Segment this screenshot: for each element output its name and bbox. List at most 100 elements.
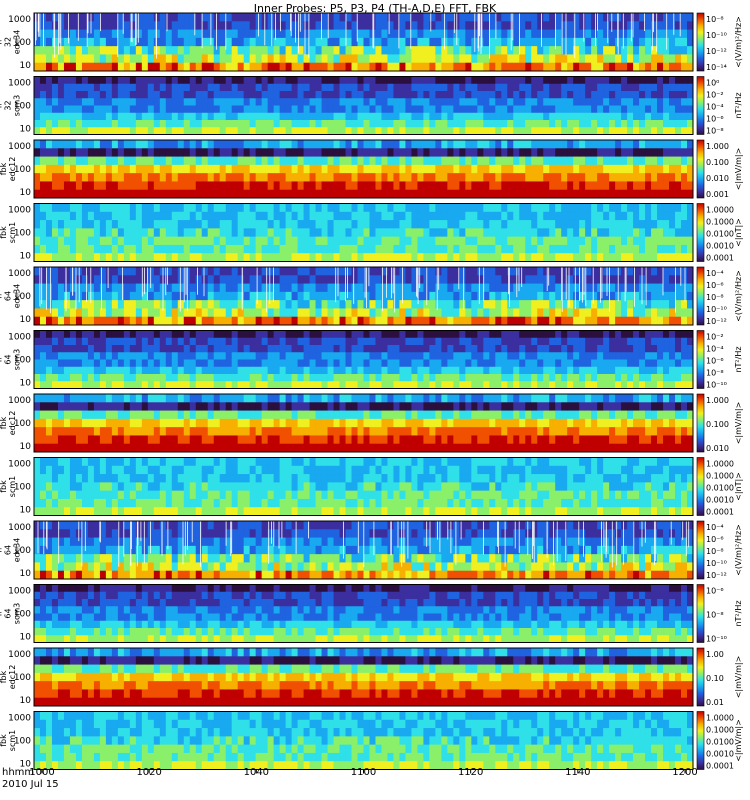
spectrogram-cell xyxy=(645,21,652,30)
spectrogram-cell xyxy=(549,83,556,92)
spectrogram-cell xyxy=(279,316,287,326)
spectrogram-cell xyxy=(309,352,316,360)
spectrogram-cell xyxy=(135,283,143,293)
spectrogram-cell xyxy=(501,37,508,47)
spectrogram-cell xyxy=(321,21,328,30)
spectrogram-cell xyxy=(369,374,376,382)
spectrogram-cell xyxy=(327,267,334,276)
spectrogram-cell xyxy=(147,127,155,135)
spectrogram-cell xyxy=(117,236,125,246)
spectrogram-cell xyxy=(63,330,71,339)
spectrogram-cell xyxy=(309,21,316,30)
spectrogram-cell xyxy=(573,267,580,276)
spectrogram-cell xyxy=(105,291,113,301)
spectrogram-cell xyxy=(297,140,304,149)
spectrogram-cell xyxy=(339,275,346,284)
spectrogram-cell xyxy=(657,173,664,182)
spectrogram-cell xyxy=(399,83,406,92)
spectrogram-cell xyxy=(279,76,287,85)
spectrogram-cell xyxy=(93,244,101,254)
spectrogram-cell xyxy=(57,308,65,318)
spectrogram-cell xyxy=(621,181,628,191)
spectrogram-cell xyxy=(357,83,364,92)
spectrogram-cell xyxy=(333,275,340,284)
spectrogram-cell xyxy=(675,91,682,99)
spectrogram-cell xyxy=(105,83,113,92)
spectrogram-cell xyxy=(411,211,418,221)
spectrogram-cell xyxy=(375,345,382,353)
spectrogram-cell xyxy=(219,203,227,213)
spectrogram-cell xyxy=(189,140,197,149)
spectrogram-cell xyxy=(39,148,47,157)
spectrogram-cell xyxy=(453,120,460,128)
spectrogram-cell xyxy=(405,105,412,114)
spectrogram-cell xyxy=(267,220,275,229)
spectrogram-cell xyxy=(117,105,125,114)
spectrogram-cell xyxy=(399,211,406,221)
spectrogram-cell xyxy=(663,156,670,166)
spectrogram-cell xyxy=(399,112,406,121)
spectrogram-cell xyxy=(267,211,275,221)
spectrogram-cell xyxy=(315,316,322,326)
spectrogram-cell xyxy=(447,46,454,55)
spectrogram-cell xyxy=(315,330,322,339)
spectrogram-cell xyxy=(225,203,233,213)
spectrogram-cell xyxy=(141,120,149,128)
spectrogram-cell xyxy=(279,374,287,382)
spectrogram-cell xyxy=(393,267,400,276)
spectrogram-cell xyxy=(417,120,424,128)
y-tick-label: 1000 xyxy=(8,206,31,216)
spectrogram-cell xyxy=(291,98,298,106)
spectrogram-cell xyxy=(45,220,53,229)
spectrogram-cell xyxy=(609,83,616,92)
spectrogram-cell xyxy=(453,359,460,368)
spectrogram-cell xyxy=(93,352,101,360)
spectrogram-cell xyxy=(405,283,412,293)
spectrogram-cell xyxy=(159,83,167,92)
spectrogram-cell xyxy=(501,291,508,301)
spectrogram-cell xyxy=(273,21,281,30)
spectrogram-cell xyxy=(189,37,197,47)
spectrogram-cell xyxy=(453,220,460,229)
spectrogram-cell xyxy=(225,267,233,276)
spectrogram-cell xyxy=(543,181,550,191)
spectrogram-cell xyxy=(159,203,167,213)
spectrogram-cell xyxy=(243,181,251,191)
spectrogram-cell xyxy=(267,359,275,368)
spectrogram-cell xyxy=(501,236,508,246)
spectrogram-cell xyxy=(135,181,143,191)
spectrogram-cell xyxy=(45,83,53,92)
spectrogram-cell xyxy=(513,330,520,339)
spectrogram-cell xyxy=(267,62,275,72)
spectrogram-cell xyxy=(87,381,95,389)
spectrogram-cell xyxy=(195,181,203,191)
spectrogram-cell xyxy=(423,244,430,254)
spectrogram-cell xyxy=(57,173,65,182)
spectrogram-cell xyxy=(261,189,269,199)
spectrogram-cell xyxy=(483,21,490,30)
spectrogram-cell xyxy=(63,308,71,318)
spectrogram-cell xyxy=(543,37,550,47)
spectrogram-cell xyxy=(405,91,412,99)
spectrogram-cell xyxy=(339,316,346,326)
spectrogram-cell xyxy=(141,220,149,229)
spectrogram-cell xyxy=(441,244,448,254)
spectrogram-cell xyxy=(513,211,520,221)
spectrogram-cell xyxy=(399,374,406,382)
spectrogram-cell xyxy=(441,76,448,85)
spectrogram-cell xyxy=(561,37,568,47)
spectrogram-cell xyxy=(561,46,568,55)
spectrogram-cell xyxy=(327,148,334,157)
spectrogram-cell xyxy=(69,140,77,149)
spectrogram-cell xyxy=(297,220,304,229)
spectrogram-cell xyxy=(573,300,580,309)
spectrogram-cell xyxy=(417,359,424,368)
spectrogram-cell xyxy=(261,46,269,55)
spectrogram-cell xyxy=(609,140,616,149)
spectrogram-cell xyxy=(507,29,514,39)
spectrogram-cell xyxy=(633,244,640,254)
spectrogram-cell xyxy=(87,112,95,121)
spectrogram-cell xyxy=(135,120,143,128)
spectrogram-cell xyxy=(99,98,107,106)
spectrogram-cell xyxy=(93,381,101,389)
